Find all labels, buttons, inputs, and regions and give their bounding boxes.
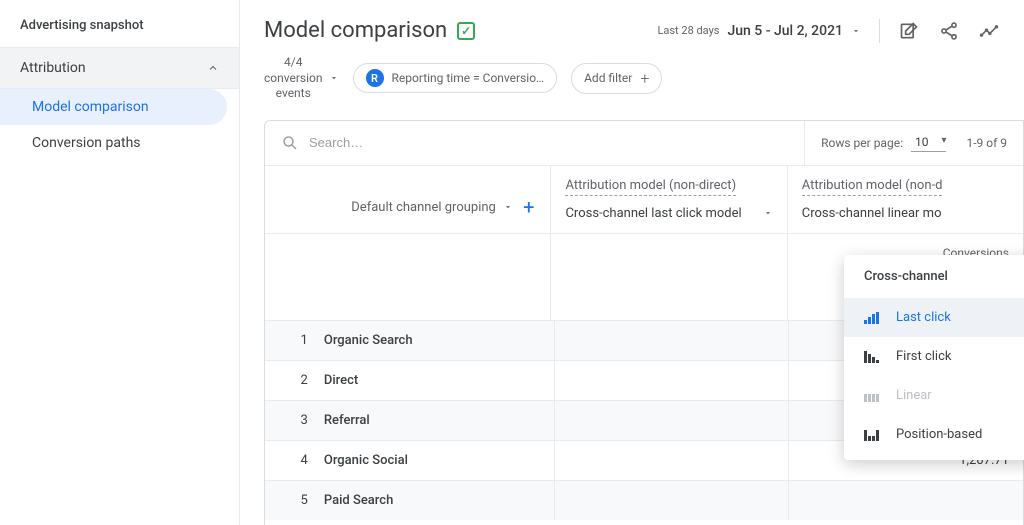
row-channel-name: Paid Search [324,493,554,508]
filter-chip-label: Reporting time = Conversio… [392,71,545,85]
dropdown-item-first-click[interactable]: First click [844,337,1024,376]
model-2-label: Cross-channel linear mo [802,206,942,221]
date-range-value: Jun 5 - Jul 2, 2021 [727,23,843,39]
dropdown-item-position-based[interactable]: Position-based [844,415,1024,454]
date-range-picker[interactable]: Last 28 days Jun 5 - Jul 2, 2021 [657,23,861,39]
conversion-events-selector[interactable]: 4/4 conversion events [264,55,339,102]
conversion-label-1: conversion [264,71,323,87]
chevron-down-icon [503,202,513,212]
add-filter-button[interactable]: Add filter + [571,63,662,94]
chevron-down-icon [851,26,861,36]
rows-value[interactable]: 10 [911,133,947,152]
dropdown-item-last-click[interactable]: Last click [844,298,1024,337]
sidebar-item-model-comparison[interactable]: Model comparison [0,89,227,125]
chevron-up-icon [207,62,219,74]
model-1-label: Cross-channel last click model [565,206,741,221]
customize-report-icon[interactable] [898,20,920,42]
bars-icon [864,312,880,324]
model-dropdown: Cross-channel Last click First click Linea… [844,255,1024,460]
dimension-selector[interactable]: Default channel grouping [351,200,513,215]
table-row[interactable]: 5 Paid Search [265,480,1023,520]
bars-icon [864,351,880,363]
column-header-2: Attribution model (non-d [802,178,943,196]
verified-icon: ✓ [457,22,475,40]
divider [879,19,880,43]
sidebar-item-conversion-paths[interactable]: Conversion paths [0,125,227,161]
main-content: Model comparison ✓ Last 28 days Jun 5 - … [240,0,1024,525]
row-value-2 [788,481,1023,520]
badge-r-icon: R [366,69,384,87]
filter-bar: 4/4 conversion events R Reporting time =… [240,51,1024,120]
row-value-1 [554,361,789,400]
insights-icon[interactable] [978,20,1000,42]
plus-icon: + [640,69,649,88]
row-channel-name: Direct [324,373,554,388]
dropdown-item-label: First click [896,349,951,364]
row-value-1 [554,441,789,480]
date-range-label: Last 28 days [657,24,719,37]
row-index: 5 [265,493,324,508]
dropdown-item-linear: Linear [844,376,1024,415]
dropdown-item-label: Last click [896,310,951,325]
page-title: Model comparison [264,18,447,43]
row-index: 4 [265,453,324,468]
share-icon[interactable] [938,20,960,42]
rows-label: Rows per page: [821,136,903,150]
rows-per-page[interactable]: Rows per page: 10 1-9 of 9 [804,121,1023,165]
row-channel-name: Organic Search [324,333,554,348]
rows-range: 1-9 of 9 [966,136,1007,150]
search-icon [281,134,299,152]
add-dimension-button[interactable]: + [523,195,534,219]
row-index: 1 [265,333,324,348]
column-header-1: Attribution model (non-direct) [565,178,736,196]
row-channel-name: Referral [324,413,554,428]
bars-icon [864,390,880,402]
filter-chip-reporting-time[interactable]: R Reporting time = Conversio… [353,63,558,93]
chevron-down-icon [329,73,339,83]
sidebar-group-attribution[interactable]: Attribution [0,47,239,89]
search-wrap [265,122,804,164]
sidebar-header[interactable]: Advertising snapshot [0,12,239,47]
dropdown-item-label: Linear [896,388,932,403]
row-index: 2 [265,373,324,388]
chevron-down-icon [763,208,773,218]
bars-icon [864,429,880,441]
add-filter-label: Add filter [584,71,632,85]
model-selector-2[interactable]: Cross-channel linear mo [802,206,1009,227]
model-selector-1[interactable]: Cross-channel last click model [565,206,772,227]
row-value-1 [554,321,789,360]
dropdown-item-label: Position-based [896,427,982,442]
row-channel-name: Organic Social [324,453,554,468]
conversion-count: 4/4 [264,55,323,71]
topbar: Model comparison ✓ Last 28 days Jun 5 - … [240,0,1024,51]
row-index: 3 [265,413,324,428]
search-input[interactable] [309,135,509,150]
sidebar-group-label: Attribution [20,60,86,76]
conversion-label-2: events [264,86,323,102]
table-header: Default channel grouping + Attribution m… [265,166,1023,233]
row-value-1 [554,401,789,440]
sidebar: Advertising snapshot Attribution Model c… [0,0,240,525]
dropdown-header: Cross-channel [844,255,1024,298]
row-value-1 [554,481,789,520]
